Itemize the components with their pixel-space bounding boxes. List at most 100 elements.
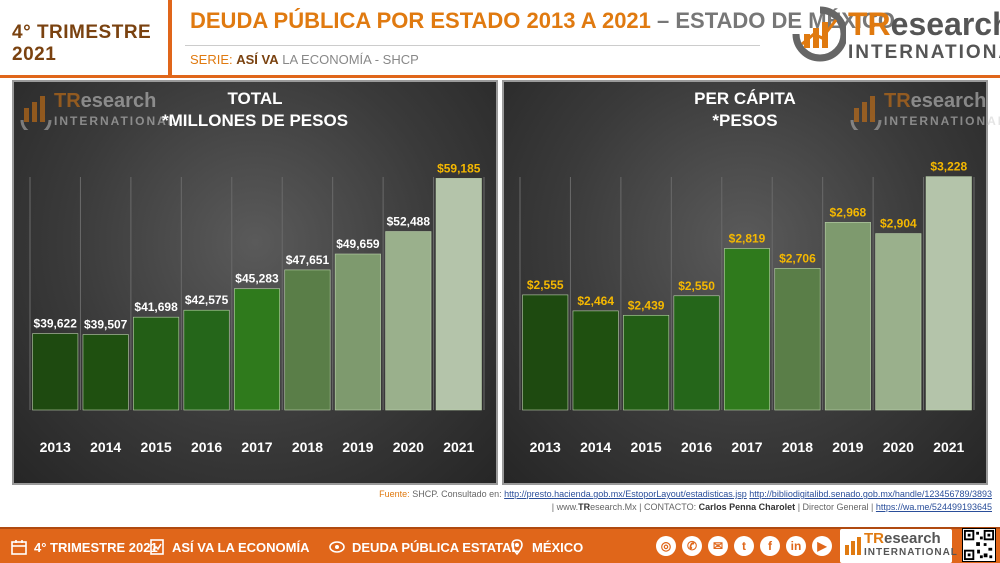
footer-bar: 4° TRIMESTRE 2021 ASÍ VA LA ECONOMÍA DEU… (0, 527, 1000, 563)
data-label-2020: $52,488 (387, 215, 431, 229)
map-pin-icon (511, 539, 523, 556)
data-label-2017: $45,283 (235, 272, 279, 286)
tick-label-2021: 2021 (933, 439, 964, 455)
tick-label-2019: 2019 (342, 439, 373, 455)
tick-label-2013: 2013 (40, 439, 71, 455)
bar-2017 (234, 288, 281, 411)
contact-name: Carlos Penna Charolet (698, 502, 796, 512)
brand-logo-icon (792, 6, 848, 62)
brand-research: esearch (890, 6, 1000, 42)
footer-item-mexico[interactable]: MÉXICO (508, 538, 583, 556)
bar-2019 (334, 253, 381, 411)
money-icon (329, 541, 345, 553)
tick-label-2017: 2017 (241, 439, 272, 455)
page-title: DEUDA PÚBLICA POR ESTADO 2013 A 2021 – E… (190, 8, 895, 34)
chart-subtitle-total: *MILLONES DE PESOS (161, 111, 349, 130)
chart-total-svg: $39,622 2013 $39,507 2014 $41,698 2015 $42,575… (29, 161, 485, 455)
footer-item-economy[interactable]: ASÍ VA LA ECONOMÍA (148, 538, 309, 556)
brand-logo: TResearch INTERNATIONAL (790, 4, 1000, 70)
contact-role: | Director General | (797, 502, 874, 512)
footer-economy-label: ASÍ VA LA ECONOMÍA (172, 540, 310, 555)
tick-label-2015: 2015 (141, 439, 172, 455)
tick-label-2018: 2018 (782, 439, 813, 455)
data-label-2016: $2,550 (678, 279, 715, 293)
bar-2018 (284, 269, 331, 411)
tick-label-2016: 2016 (681, 439, 712, 455)
source-link-hacienda[interactable]: http://presto.hacienda.gob.mx/EstoporLay… (504, 489, 747, 499)
whatsapp-link[interactable]: https://wa.me/524499193645 (875, 502, 992, 512)
tick-label-2020: 2020 (393, 439, 424, 455)
footer-brand-tr: TR (864, 530, 884, 547)
data-label-2013: $39,622 (34, 317, 78, 331)
footer-brand-intl: INTERNATIONAL (864, 547, 958, 558)
series-bold: ASÍ VA (236, 52, 279, 67)
footer-logo-icon (845, 537, 861, 555)
tick-label-2018: 2018 (292, 439, 323, 455)
tick-label-2014: 2014 (580, 439, 611, 455)
globe-icon[interactable]: ◎ (656, 536, 676, 556)
watermark-tr: TR (884, 90, 911, 112)
bar-2021 (435, 178, 482, 411)
linkedin-icon[interactable]: in (786, 536, 806, 556)
quarter-badge: 4° TRIMESTRE 2021 (12, 22, 152, 65)
bar-2017 (724, 248, 771, 411)
youtube-icon[interactable]: ▶ (812, 536, 832, 556)
facebook-icon[interactable]: f (760, 536, 780, 556)
bar-2016 (183, 309, 230, 411)
source-consulted: Consultado en: (441, 489, 502, 499)
website-contact: esearch.Mx | CONTACTO: (590, 502, 697, 512)
series-line: SERIE: ASÍ VA LA ECONOMÍA - SHCP (190, 52, 419, 67)
footer-brand-research: esearch (884, 530, 941, 547)
footer-mexico-label: MÉXICO (532, 540, 584, 555)
watermark-research: esearch (80, 90, 157, 112)
chart-title-percapita: PER CÁPITA (694, 89, 796, 108)
footer-debt-label: DEUDA PÚBLICA ESTATAL (352, 540, 520, 555)
data-label-2021: $59,185 (437, 161, 481, 175)
series-rest: LA ECONOMÍA - SHCP (282, 52, 419, 67)
mail-icon[interactable]: ✉ (708, 536, 728, 556)
watermark-logo-right: TResearch INTERNATIONAL (850, 90, 1000, 136)
data-label-2019: $49,659 (336, 237, 380, 251)
title-state: ESTADO DE MÉXICO (675, 8, 895, 33)
twitter-icon[interactable]: t (734, 536, 754, 556)
phone-icon[interactable]: ✆ (682, 536, 702, 556)
data-label-2021: $3,228 (930, 160, 967, 174)
qr-code-icon[interactable] (962, 528, 996, 562)
report-icon (150, 539, 164, 555)
tick-label-2021: 2021 (443, 439, 474, 455)
watermark-logo-left: TResearch INTERNATIONAL (20, 90, 175, 136)
chart-title-total: TOTAL (227, 89, 283, 108)
tick-label-2020: 2020 (883, 439, 914, 455)
data-label-2018: $2,706 (779, 251, 816, 265)
header-divider (185, 45, 760, 46)
watermark-intl: INTERNATIONAL (884, 114, 1000, 128)
source-note: Fuente: SHCP. Consultado en: http://pres… (379, 488, 992, 514)
footer-item-quarter[interactable]: 4° TRIMESTRE 2021 (10, 538, 158, 556)
tick-label-2017: 2017 (731, 439, 762, 455)
header-orange-band (0, 75, 1000, 78)
tick-label-2016: 2016 (191, 439, 222, 455)
chart-panel-total: TResearch INTERNATIONAL TOTAL *MILLONES … (12, 80, 498, 485)
watermark-tr: TR (54, 90, 81, 112)
bar-2021 (925, 176, 972, 411)
watermark-research: esearch (910, 90, 987, 112)
title-separator: – (650, 8, 676, 33)
bar-2013 (32, 333, 79, 411)
data-label-2013: $2,555 (527, 278, 564, 292)
data-label-2018: $47,651 (286, 253, 330, 267)
footer-brand-logo: TResearch INTERNATIONAL (840, 529, 957, 563)
tick-label-2014: 2014 (90, 439, 121, 455)
calendar-icon (11, 540, 27, 555)
chart-subtitle-percapita: *PESOS (712, 111, 778, 130)
bar-2020 (385, 231, 432, 411)
tick-label-2015: 2015 (631, 439, 662, 455)
data-label-2015: $41,698 (134, 300, 178, 314)
website-tr: TR (578, 502, 591, 512)
footer-item-debt[interactable]: DEUDA PÚBLICA ESTATAL (328, 538, 519, 556)
bar-2014 (82, 334, 129, 411)
source-link-senado[interactable]: http://bibliodigitalibd.senado.gob.mx/ha… (749, 489, 992, 499)
source-org: SHCP. (412, 489, 439, 499)
bar-2016 (673, 295, 720, 411)
header-left-block: 4° TRIMESTRE 2021 (0, 0, 172, 75)
bar-2019 (824, 222, 871, 411)
